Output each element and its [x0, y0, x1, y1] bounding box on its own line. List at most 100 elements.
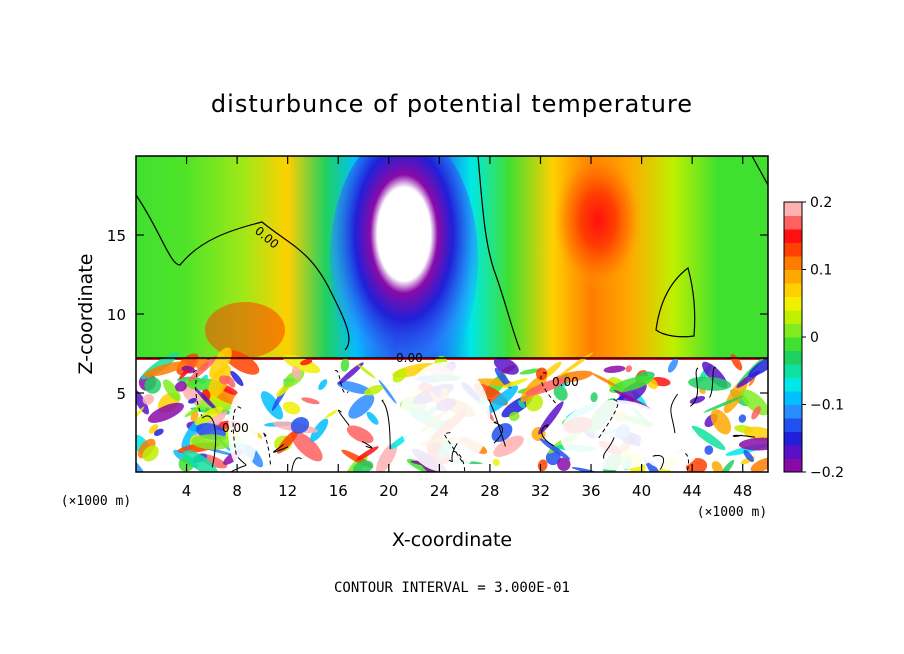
turbulence-blob — [539, 438, 571, 460]
turbulence-blob — [194, 387, 220, 413]
turbulence-blob — [204, 447, 237, 457]
turbulence-blob — [142, 394, 155, 405]
lower-contour-line — [232, 406, 242, 456]
x-tick-label: 48 — [733, 482, 752, 500]
turbulence-blob — [667, 358, 679, 373]
colorbar-swatch — [784, 269, 802, 284]
turbulence-blob — [318, 379, 328, 390]
lower-contour-line — [652, 454, 665, 470]
turbulence-blob — [366, 411, 379, 425]
colorbar-swatch — [784, 364, 802, 378]
x-tick-label: 8 — [232, 482, 242, 500]
lower-layer-white-region — [228, 390, 258, 470]
turbulence-blob — [486, 385, 519, 414]
lower-contour-line — [670, 393, 679, 434]
warm-anomaly-core — [554, 156, 642, 290]
colorbar-tick-label: 0.1 — [810, 263, 832, 279]
x-tick-label: 16 — [329, 482, 348, 500]
colorbar-swatch — [784, 242, 802, 257]
turbulence-blob — [751, 406, 761, 420]
turbulence-blob — [525, 377, 569, 396]
colorbar-swatch — [784, 431, 802, 446]
turbulence-blob — [590, 392, 598, 403]
turbulence-blob — [723, 377, 748, 414]
colorbar-swatch — [784, 296, 802, 311]
lower-contour-line — [361, 440, 373, 449]
colorbar-swatch — [784, 418, 802, 432]
turbulence-blob — [136, 456, 148, 472]
cold-anomaly-core — [330, 156, 478, 390]
turbulence-blob — [689, 395, 706, 404]
lower-contour-line — [381, 399, 391, 450]
lower-contour-line — [541, 424, 555, 447]
lower-contour-line — [493, 421, 503, 444]
lower-contour-line — [291, 457, 302, 472]
lower-contour-line — [488, 399, 506, 447]
turbulence-blob — [338, 362, 364, 385]
turbulence-blob — [378, 379, 397, 404]
colorbar-tick-label: −0.2 — [810, 465, 844, 481]
colorbar-swatch — [784, 458, 802, 473]
lower-contour-line — [603, 437, 615, 459]
warm-anomaly-left — [205, 302, 285, 358]
turbulence-blob — [291, 431, 323, 462]
turbulence-blob — [493, 357, 519, 375]
turbulence-blob — [740, 389, 768, 416]
x-tick-label: 40 — [632, 482, 651, 500]
colorbar-swatch — [784, 215, 802, 230]
turbulence-blob — [711, 461, 723, 472]
x-tick-label: 36 — [581, 482, 600, 500]
x-tick-label: 44 — [683, 482, 702, 500]
lower-contour-line — [192, 370, 203, 417]
turbulence-blob — [557, 457, 571, 472]
turbulence-blob — [703, 395, 744, 413]
turbulence-blob — [218, 375, 230, 385]
turbulence-blob — [509, 411, 520, 422]
turbulence-blob — [348, 394, 375, 419]
turbulence-blob — [688, 376, 732, 391]
colorbar-swatch — [784, 229, 802, 243]
colorbar-swatch — [784, 377, 802, 392]
turbulence-blob — [190, 411, 199, 422]
lower-contour-line — [334, 370, 349, 394]
turbulence-blob — [300, 359, 313, 366]
turbulence-blob — [392, 368, 407, 383]
colorbar-swatch — [784, 283, 802, 297]
colorbar-tick-label: 0.2 — [810, 195, 832, 211]
turbulence-blob — [691, 425, 726, 451]
lower-layer-white-region — [400, 362, 490, 472]
turbulence-blob — [282, 401, 301, 415]
turbulence-blob — [501, 378, 528, 389]
y-tick-label: 10 — [107, 306, 126, 324]
turbulence-blob — [191, 434, 234, 450]
contour-interval-note: CONTOUR INTERVAL = 3.000E-01 — [334, 580, 570, 596]
colorbar: 0.2 0.1 0 −0.1 −0.2 — [783, 195, 844, 481]
turbulence-blob — [291, 366, 302, 380]
turbulence-blob — [336, 380, 372, 395]
turbulence-blob — [493, 435, 524, 457]
colorbar-swatch — [784, 256, 802, 270]
turbulence-blob — [324, 409, 338, 419]
x-tick-label: 24 — [430, 482, 449, 500]
turbulence-blob — [260, 391, 284, 420]
turbulence-blob — [340, 358, 350, 372]
turbulence-blob — [519, 368, 542, 375]
y-tick-label: 5 — [116, 385, 126, 403]
plot-area — [136, 156, 768, 472]
lower-contour-line — [689, 367, 699, 407]
colorbar-swatch — [784, 391, 802, 405]
zero-contour-loop — [655, 266, 696, 338]
turbulence-blob — [364, 384, 384, 396]
turbulence-blob — [748, 353, 768, 378]
turbulence-blob — [188, 355, 218, 383]
x-axis: 4 8 12 16 20 24 28 32 36 40 44 48 — [182, 156, 752, 500]
turbulence-blob — [553, 384, 568, 401]
turbulence-blob — [310, 418, 329, 442]
x-tick-label: 12 — [278, 482, 297, 500]
lower-layer-white-region — [640, 420, 700, 470]
zero-contour-left — [136, 194, 350, 351]
contour-label: 0.00 — [222, 421, 249, 435]
turbulence-blob — [748, 376, 756, 387]
turbulence-blob — [738, 437, 768, 451]
